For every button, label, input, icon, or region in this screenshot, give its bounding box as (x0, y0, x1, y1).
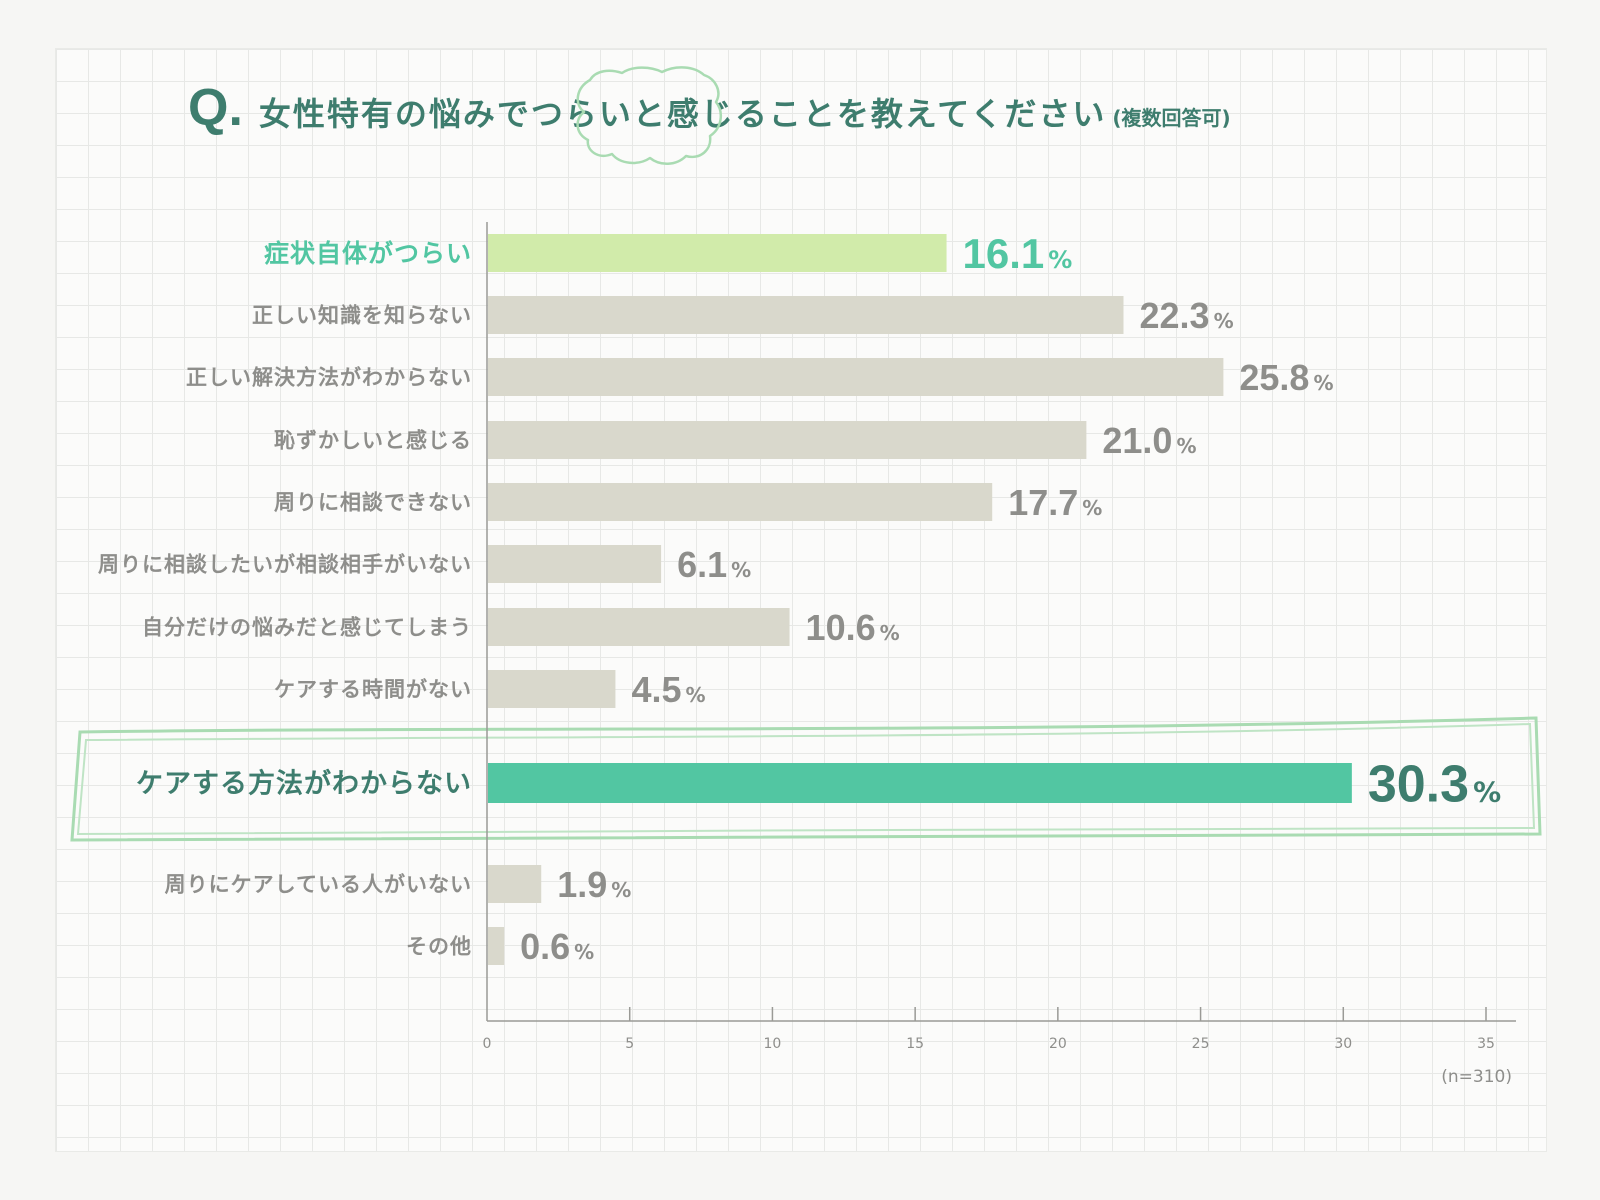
data-label-value: 4.5 (631, 669, 681, 710)
sketch-circle-highlight (576, 66, 723, 165)
bar (488, 608, 790, 646)
x-tick-label: 5 (625, 1036, 634, 1052)
sample-size-note: (n=310) (1441, 1067, 1512, 1087)
data-label-value: 30.3 (1368, 756, 1469, 814)
category-label: 症状自体がつらい (264, 239, 472, 268)
question-mark: Q. (188, 79, 243, 137)
category-label: 正しい解決方法がわからない (186, 366, 472, 390)
category-label: ケアする方法がわからない (136, 768, 472, 800)
data-label-value: 21.0 (1102, 420, 1172, 461)
bar (488, 545, 662, 583)
data-label-value: 0.6 (520, 926, 570, 967)
data-label: 25.8% (1239, 357, 1333, 398)
data-label-unit: % (731, 558, 751, 582)
category-label: 恥ずかしいと感じる (274, 429, 472, 453)
bar (488, 927, 505, 965)
data-label: 4.5% (631, 669, 705, 710)
data-label-value: 17.7 (1008, 482, 1078, 523)
data-label: 1.9% (557, 864, 631, 905)
data-label-unit: % (1313, 371, 1333, 395)
data-label-value: 16.1 (963, 230, 1045, 277)
data-label: 0.6% (520, 926, 594, 967)
data-label: 22.3% (1140, 295, 1234, 336)
bar (488, 670, 616, 708)
data-label-value: 25.8 (1239, 357, 1309, 398)
data-label-unit: % (1176, 434, 1196, 458)
bar (488, 358, 1224, 396)
data-label-value: 6.1 (677, 544, 727, 585)
data-label: 6.1% (677, 544, 751, 585)
data-label-value: 22.3 (1140, 295, 1210, 336)
data-label-unit: % (1214, 309, 1234, 333)
title-note: (複数回答可) (1112, 106, 1231, 130)
data-label-unit: % (574, 940, 594, 964)
data-label-unit: % (880, 621, 900, 645)
category-label: 周りに相談したいが相談相手がいない (98, 553, 472, 577)
data-label-value: 1.9 (557, 864, 607, 905)
data-label: 30.3% (1368, 756, 1501, 814)
data-label-unit: % (1473, 776, 1501, 809)
chart-title: Q. 女性特有の悩みでつらいと感じることを教えてください (複数回答可) (188, 78, 1231, 138)
x-tick-label: 15 (906, 1036, 924, 1052)
data-label-value: 10.6 (806, 607, 876, 648)
data-label: 17.7% (1008, 482, 1102, 523)
bar (488, 234, 947, 272)
plot-area: 0 5 10 15 20 25 30 35 症状自体がつらい 16.1 % 正しい知識を知らない 22.… (98, 222, 1516, 1052)
title-text: 女性特有の悩みでつらいと感じることを教えてください (258, 95, 1107, 133)
category-label: その他 (406, 935, 472, 959)
data-label: 10.6% (806, 607, 900, 648)
x-tick-label: 10 (764, 1036, 782, 1052)
category-label: 周りに相談できない (274, 491, 472, 515)
data-label: 16.1% (963, 230, 1073, 277)
data-label-unit: % (1048, 246, 1072, 274)
x-tick-label: 35 (1477, 1036, 1495, 1052)
data-label: 21.0% (1102, 420, 1196, 461)
bar (488, 865, 542, 903)
x-tick-label: 0 (483, 1036, 492, 1052)
category-label: 自分だけの悩みだと感じてしまう (142, 616, 472, 640)
x-tick-label: 30 (1334, 1036, 1352, 1052)
x-tick-label: 20 (1049, 1036, 1067, 1052)
data-label-unit: % (685, 683, 705, 707)
chart-card (55, 48, 1547, 1152)
category-label: 正しい知識を知らない (252, 304, 472, 328)
category-label: ケアする時間がない (274, 678, 472, 702)
data-label-unit: % (611, 878, 631, 902)
x-tick-label: 25 (1192, 1036, 1210, 1052)
data-label-unit: % (1082, 496, 1102, 520)
bar (488, 763, 1352, 803)
bar (488, 483, 993, 521)
bar (488, 421, 1087, 459)
category-label: 周りにケアしている人がいない (165, 873, 472, 897)
bar (488, 296, 1124, 334)
